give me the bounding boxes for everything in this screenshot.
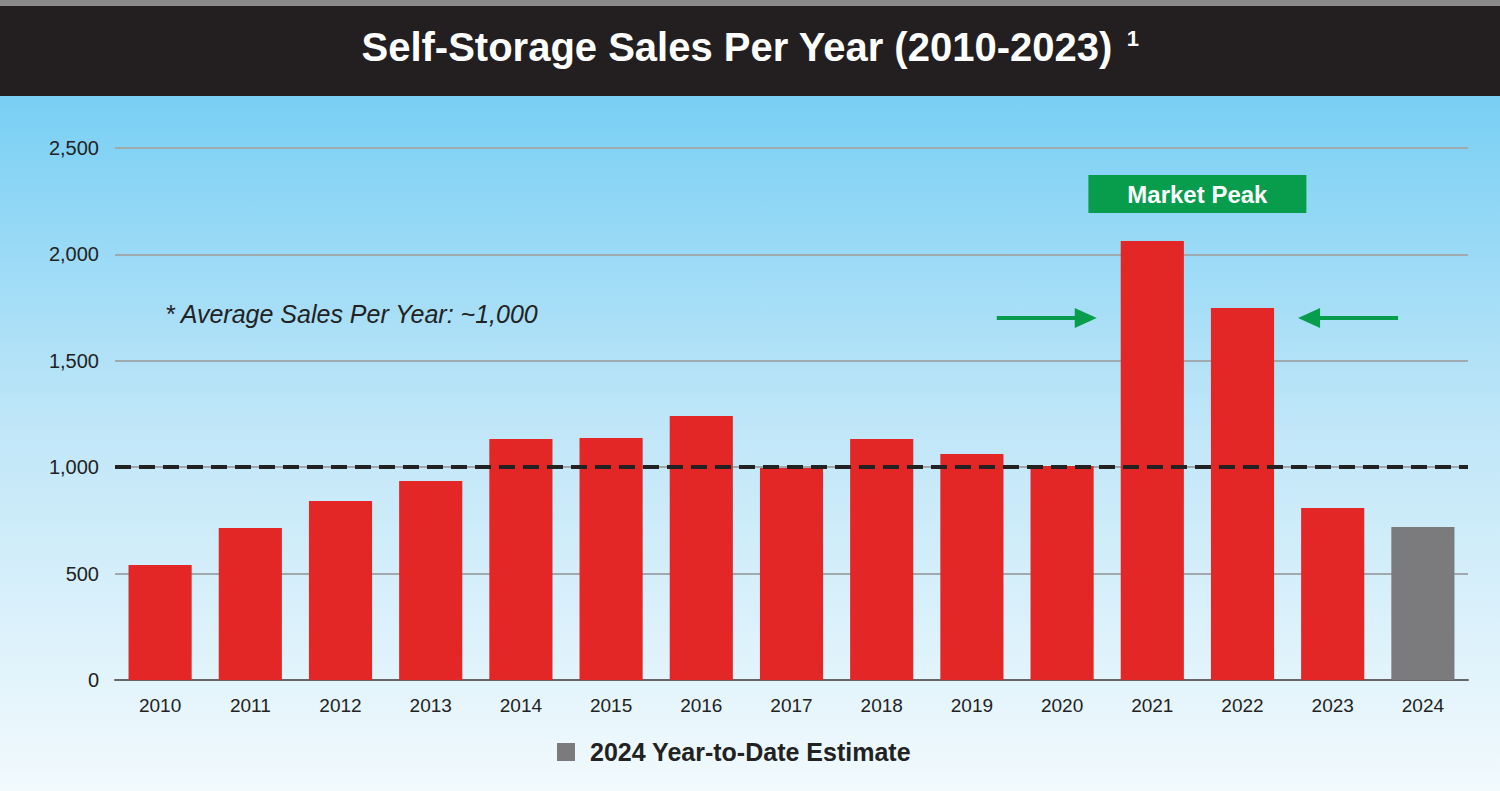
svg-text:0: 0 bbox=[88, 669, 99, 691]
svg-text:2012: 2012 bbox=[319, 695, 361, 716]
svg-text:2013: 2013 bbox=[410, 695, 452, 716]
svg-text:2022: 2022 bbox=[1221, 695, 1263, 716]
svg-text:2015: 2015 bbox=[590, 695, 632, 716]
svg-text:1: 1 bbox=[1127, 26, 1139, 51]
svg-text:2023: 2023 bbox=[1312, 695, 1354, 716]
svg-text:2018: 2018 bbox=[861, 695, 903, 716]
svg-text:Market Peak: Market Peak bbox=[1127, 181, 1268, 208]
svg-text:2024: 2024 bbox=[1402, 695, 1445, 716]
svg-text:2021: 2021 bbox=[1131, 695, 1173, 716]
svg-text:1,000: 1,000 bbox=[49, 456, 99, 478]
svg-text:2016: 2016 bbox=[680, 695, 722, 716]
svg-text:500: 500 bbox=[66, 563, 99, 585]
svg-text:1,500: 1,500 bbox=[49, 350, 99, 372]
svg-text:2019: 2019 bbox=[951, 695, 993, 716]
svg-text:2,000: 2,000 bbox=[49, 243, 99, 265]
svg-text:2010: 2010 bbox=[139, 695, 181, 716]
svg-text:2014: 2014 bbox=[500, 695, 543, 716]
svg-text:* Average Sales Per Year: ~1,0: * Average Sales Per Year: ~1,000 bbox=[165, 300, 538, 328]
svg-text:Self-Storage Sales Per Year (2: Self-Storage Sales Per Year (2010-2023) bbox=[361, 25, 1112, 69]
svg-text:2024 Year-to-Date Estimate: 2024 Year-to-Date Estimate bbox=[590, 738, 911, 766]
svg-text:2017: 2017 bbox=[770, 695, 812, 716]
svg-text:2,500: 2,500 bbox=[49, 137, 99, 159]
svg-text:2020: 2020 bbox=[1041, 695, 1083, 716]
svg-text:2011: 2011 bbox=[230, 695, 271, 716]
